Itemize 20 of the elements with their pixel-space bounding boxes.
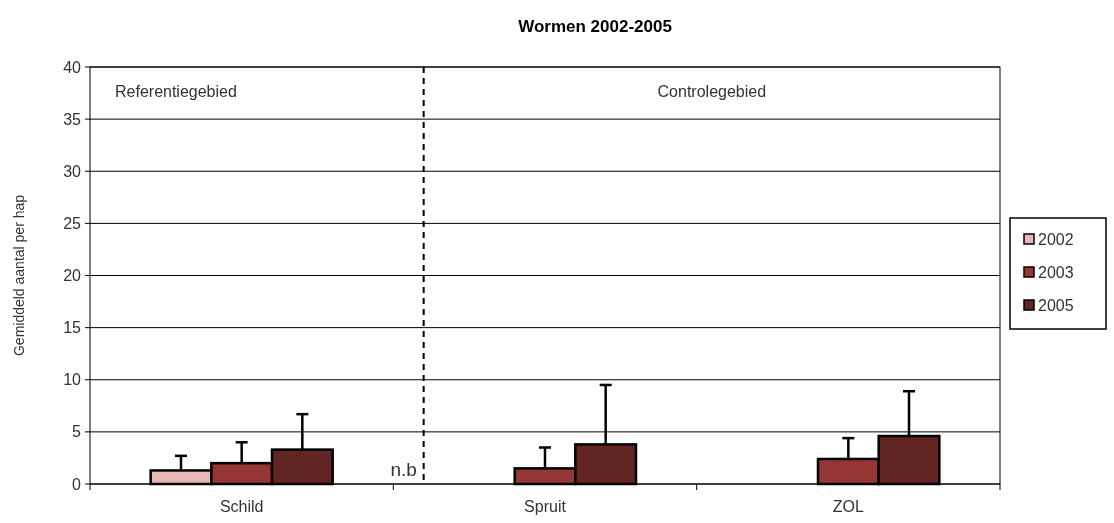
x-tick-label: Spruit: [524, 498, 567, 515]
y-tick-label: 25: [63, 214, 82, 232]
annotation: Controlegebied: [657, 83, 767, 100]
y-tick-label: 30: [63, 162, 82, 180]
y-tick-label: 15: [63, 319, 82, 337]
y-tick-label: 20: [63, 267, 82, 285]
x-tick-label: Schild: [219, 498, 264, 515]
x-tick-label: ZOL: [832, 498, 864, 515]
y-axis-title: Gemiddeld aantal per hap: [11, 194, 27, 357]
y-tick-label: 5: [72, 423, 82, 441]
y-tick-label: 0: [72, 475, 82, 493]
annotation: n.b: [390, 459, 417, 480]
y-tick-label: 35: [63, 110, 82, 128]
annotation: Referentiegebied: [115, 83, 237, 100]
legend-label: 2005: [1038, 296, 1074, 314]
y-tick-label: 40: [63, 58, 82, 76]
legend-label: 2003: [1038, 263, 1074, 281]
chart-title: Wormen 2002-2005: [518, 17, 672, 36]
legend-label: 2002: [1038, 230, 1074, 248]
y-tick-label: 10: [63, 371, 82, 389]
